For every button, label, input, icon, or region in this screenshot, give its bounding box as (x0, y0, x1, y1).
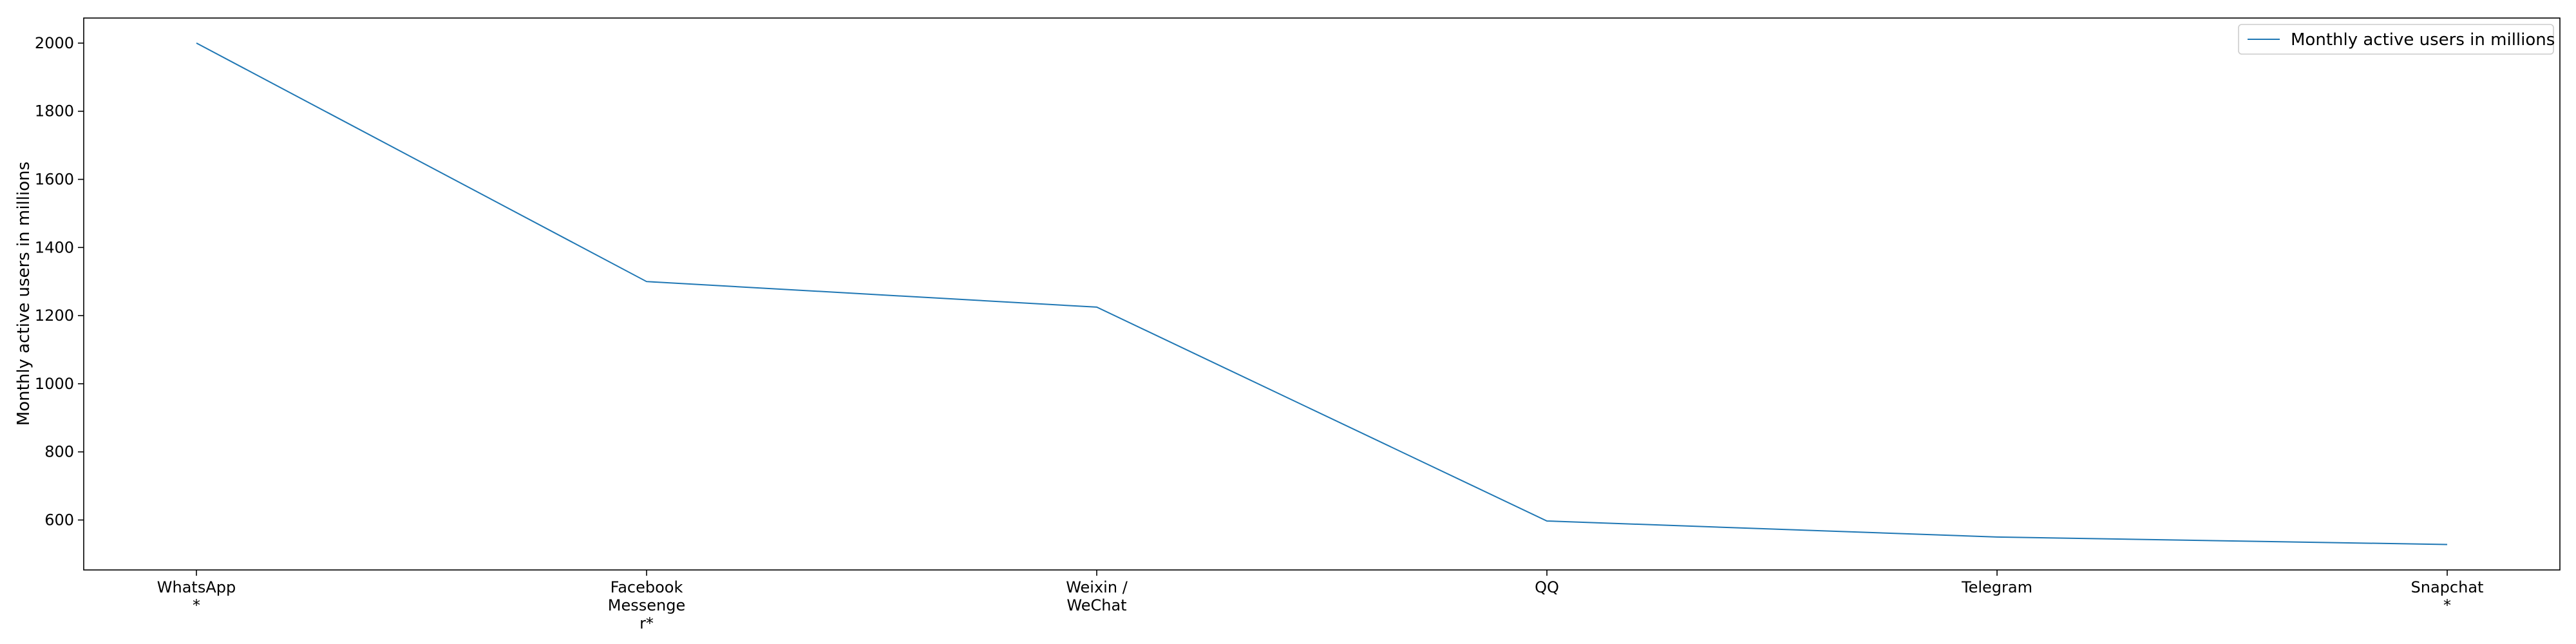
x-tick-label-line: * (2443, 596, 2451, 614)
y-tick-label: 800 (44, 443, 74, 461)
x-tick-label-line: * (193, 596, 200, 614)
legend: Monthly active users in millions (2238, 24, 2555, 55)
x-tick-label-line: Weixin / (1066, 578, 1128, 596)
x-tick-label-line: WeChat (1066, 596, 1126, 614)
plot-area (83, 17, 2561, 571)
legend-label: Monthly active users in millions (2291, 30, 2555, 50)
x-tick-label: Telegram (1961, 578, 2032, 596)
legend-box (2238, 24, 2554, 55)
x-tick-label-line: Snapchat (2411, 578, 2484, 596)
y-tick-label: 1600 (35, 171, 74, 189)
x-tick-label: WhatsApp * (157, 578, 236, 614)
x-tick-label: Facebook Messenge r* (608, 578, 685, 632)
y-axis-title: Monthly active users in millions (14, 162, 33, 426)
x-tick-label: QQ (1535, 578, 1559, 596)
series-line (196, 43, 2448, 545)
x-tick-label-line: Telegram (1961, 578, 2032, 596)
y-tick-label: 1200 (35, 307, 74, 325)
x-axis: WhatsApp *Facebook Messenge r*Weixin / WeCha… (157, 570, 2484, 632)
series-layer (196, 43, 2448, 545)
y-axis: 600 800 1000 1200 1400 1600 1800 2000 (35, 34, 84, 529)
x-tick-label-line: Facebook (611, 578, 683, 596)
x-tick-label-line: r* (639, 614, 654, 632)
x-tick-label-line: Messenge (608, 596, 685, 614)
x-tick-label-line: WhatsApp (157, 578, 236, 596)
y-tick-label: 2000 (35, 34, 74, 52)
x-tick-label-line: QQ (1535, 578, 1559, 596)
x-tick-label: Weixin / WeChat (1066, 578, 1128, 614)
y-tick-label: 1000 (35, 375, 74, 393)
x-tick-label: Snapchat * (2411, 578, 2484, 614)
y-tick-label: 1800 (35, 102, 74, 120)
y-tick-label: 600 (44, 511, 74, 529)
y-tick-label: 1400 (35, 238, 74, 256)
